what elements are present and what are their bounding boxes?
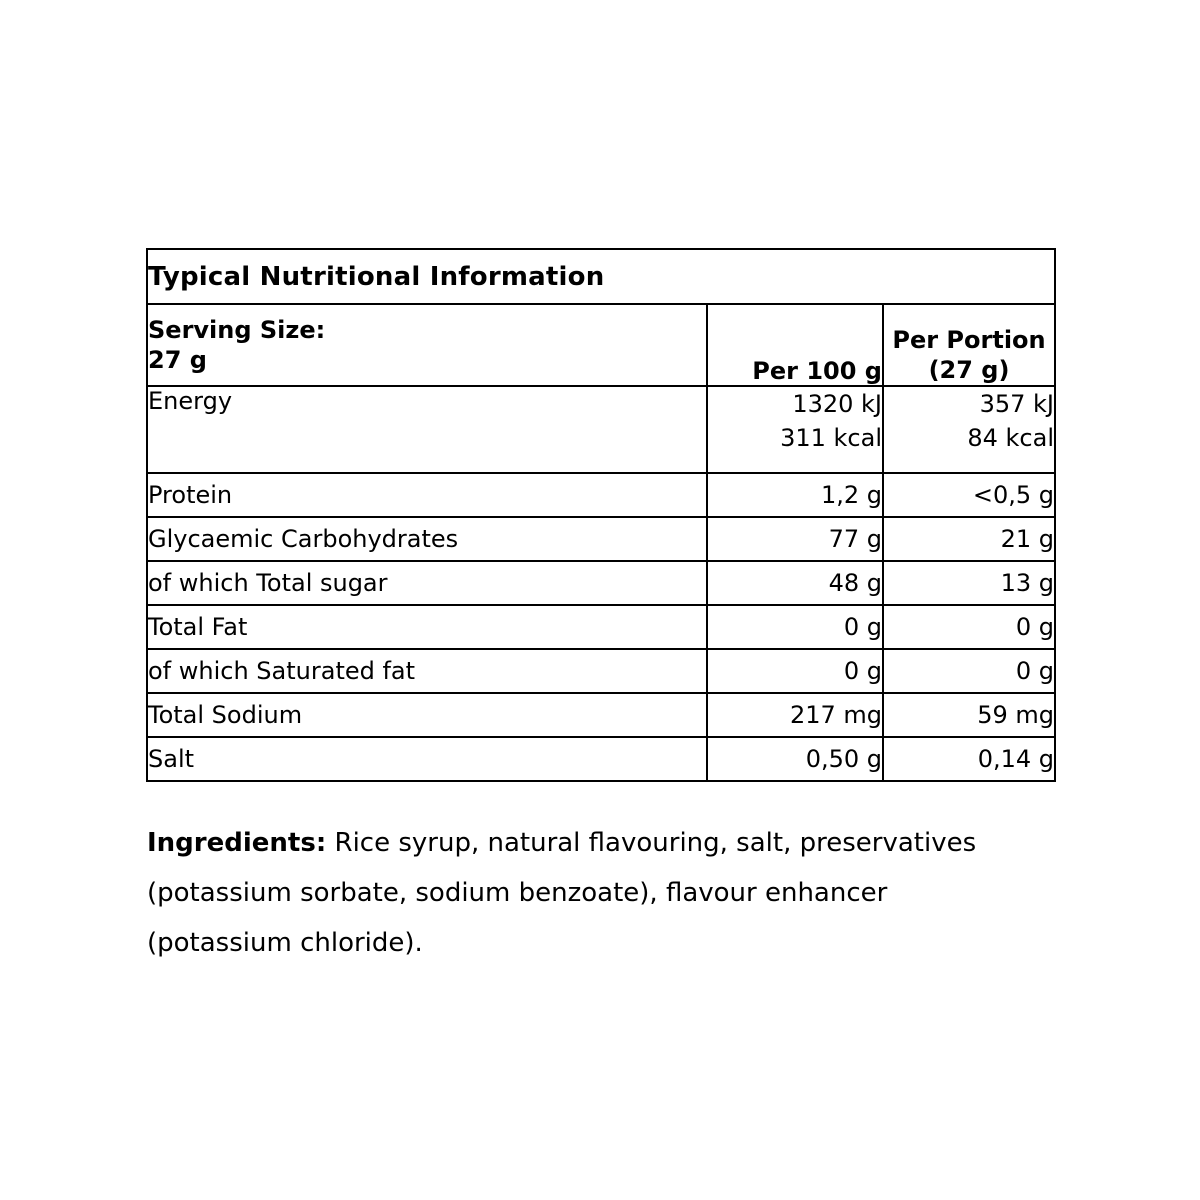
nutrient-label: Energy bbox=[146, 385, 708, 474]
energy-portion-kcal: 84 kcal bbox=[967, 424, 1054, 452]
per-100g-value: 48 g bbox=[706, 560, 884, 606]
nutrient-label: Protein bbox=[146, 472, 708, 518]
table-row: Total Fat 0 g 0 g bbox=[146, 604, 1056, 650]
serving-size-label: Serving Size: bbox=[148, 316, 326, 344]
per-100g-value: 0 g bbox=[706, 648, 884, 694]
per-100g-value: 77 g bbox=[706, 516, 884, 562]
per-100g-value: 0,50 g bbox=[706, 736, 884, 782]
per-100g-value: 1320 kJ 311 kcal bbox=[706, 385, 884, 474]
per-100g-column-header: Per 100 g bbox=[706, 303, 884, 387]
nutrition-table: Typical Nutritional Information Serving … bbox=[146, 248, 1056, 782]
serving-size-value: 27 g bbox=[148, 346, 207, 374]
per-portion-value: 13 g bbox=[882, 560, 1056, 606]
table-title-row: Typical Nutritional Information bbox=[146, 248, 1056, 305]
per-portion-header-line2: (27 g) bbox=[928, 356, 1010, 384]
ingredients-line-1: Ingredients: Rice syrup, natural flavour… bbox=[147, 818, 976, 868]
table-header-row: Serving Size: 27 g Per 100 g Per Portion… bbox=[146, 303, 1056, 387]
table-row: Total Sodium 217 mg 59 mg bbox=[146, 692, 1056, 738]
per-portion-value: 21 g bbox=[882, 516, 1056, 562]
table-title: Typical Nutritional Information bbox=[146, 248, 1056, 305]
table-row: Glycaemic Carbohydrates 77 g 21 g bbox=[146, 516, 1056, 562]
per-portion-header-line1: Per Portion bbox=[892, 326, 1046, 354]
nutrient-label: Glycaemic Carbohydrates bbox=[146, 516, 708, 562]
ingredients-text-1: Rice syrup, natural flavouring, salt, pr… bbox=[334, 828, 977, 858]
per-100g-value: 217 mg bbox=[706, 692, 884, 738]
table-row: of which Total sugar 48 g 13 g bbox=[146, 560, 1056, 606]
energy-per100-kcal: 311 kcal bbox=[780, 424, 882, 452]
per-portion-value: 0 g bbox=[882, 648, 1056, 694]
per-portion-column-header: Per Portion (27 g) bbox=[882, 303, 1056, 387]
per-portion-value: <0,5 g bbox=[882, 472, 1056, 518]
nutrient-label: Salt bbox=[146, 736, 708, 782]
nutrient-label: of which Saturated fat bbox=[146, 648, 708, 694]
per-100g-value: 1,2 g bbox=[706, 472, 884, 518]
table-row: of which Saturated fat 0 g 0 g bbox=[146, 648, 1056, 694]
per-portion-value: 59 mg bbox=[882, 692, 1056, 738]
per-portion-value: 0,14 g bbox=[882, 736, 1056, 782]
ingredients-section: Ingredients: Rice syrup, natural flavour… bbox=[147, 818, 976, 968]
nutrient-label: Total Fat bbox=[146, 604, 708, 650]
per-100g-value: 0 g bbox=[706, 604, 884, 650]
energy-row: Energy 1320 kJ 311 kcal 357 kJ 84 kcal bbox=[146, 385, 1056, 474]
per-portion-value: 0 g bbox=[882, 604, 1056, 650]
energy-per100-kj: 1320 kJ bbox=[792, 390, 882, 418]
serving-size-cell: Serving Size: 27 g bbox=[146, 303, 708, 387]
table-row: Protein 1,2 g <0,5 g bbox=[146, 472, 1056, 518]
ingredients-line-2: (potassium sorbate, sodium benzoate), fl… bbox=[147, 878, 888, 908]
energy-portion-kj: 357 kJ bbox=[979, 390, 1054, 418]
ingredients-line-3: (potassium chloride). bbox=[147, 928, 423, 958]
nutrient-label: Total Sodium bbox=[146, 692, 708, 738]
table-row: Salt 0,50 g 0,14 g bbox=[146, 736, 1056, 782]
nutrient-label: of which Total sugar bbox=[146, 560, 708, 606]
ingredients-label: Ingredients: bbox=[147, 828, 327, 858]
per-portion-value: 357 kJ 84 kcal bbox=[882, 385, 1056, 474]
